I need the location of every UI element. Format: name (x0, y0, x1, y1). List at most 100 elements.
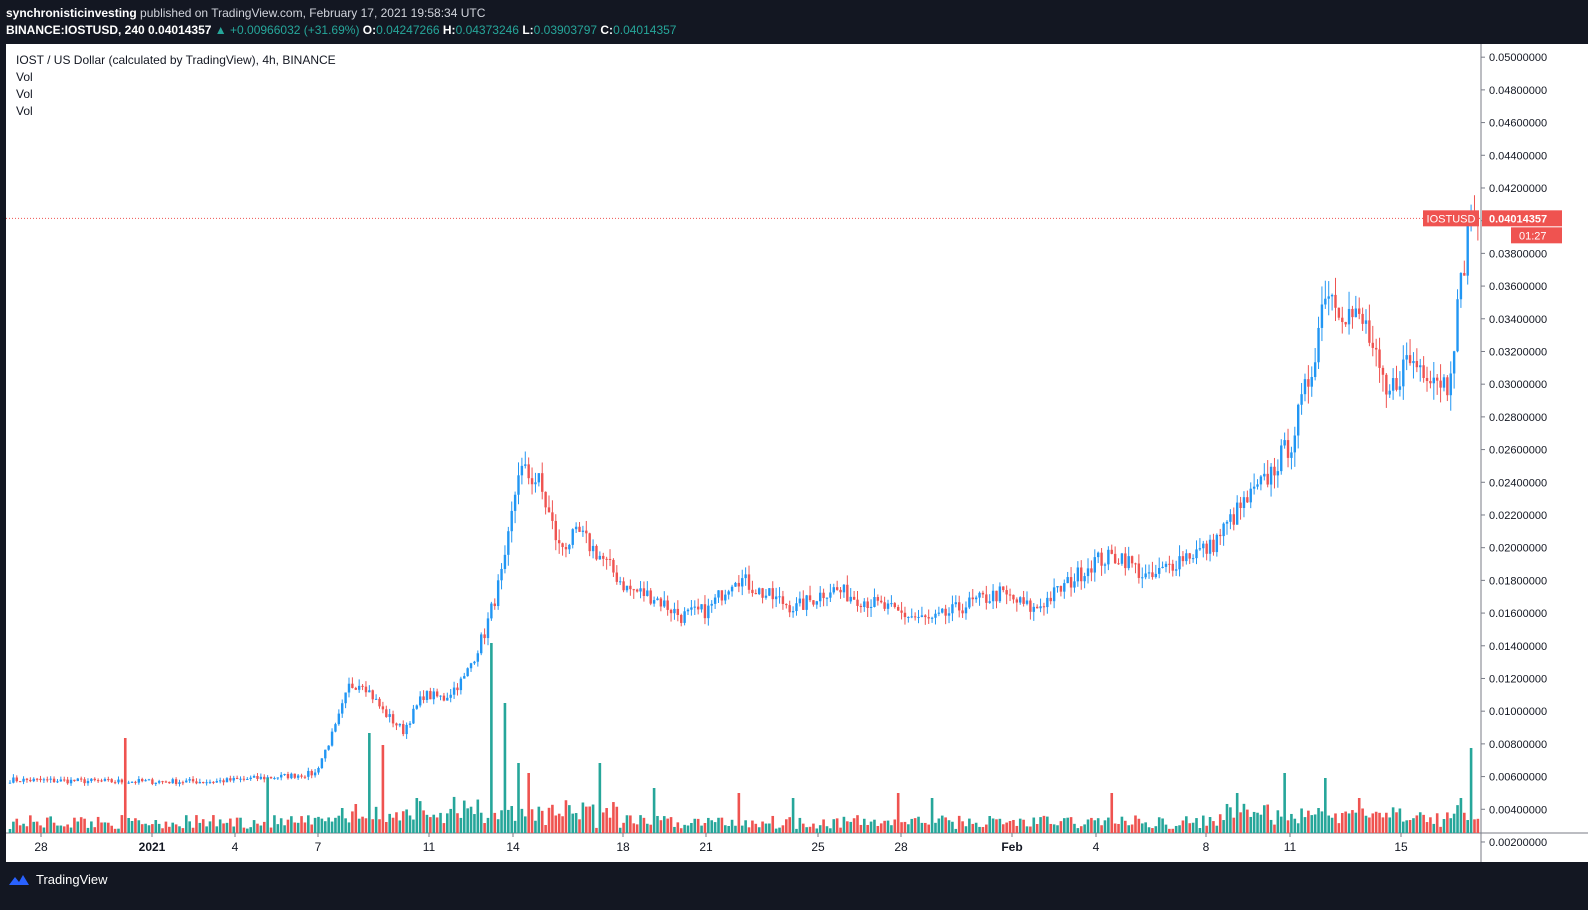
volume-bar (449, 808, 452, 833)
volume-bar (1388, 817, 1392, 833)
chart-panel[interactable]: 0.05000000 0.04800000 0.04600000 0.04400000… (6, 44, 1588, 862)
candle-body (1235, 502, 1239, 525)
volume-bar (273, 815, 276, 833)
candle-body (832, 587, 835, 593)
volume-bar (693, 818, 697, 833)
volume-legend-2[interactable]: Vol (16, 87, 33, 101)
volume-bar (1439, 826, 1442, 833)
candle-body (1337, 307, 1341, 318)
volume-bar (1313, 814, 1317, 833)
candle-body (1042, 606, 1046, 608)
publisher-name[interactable]: synchronisticinvesting (6, 6, 137, 20)
candle-body (452, 687, 456, 695)
volume-bar (1405, 820, 1408, 833)
volume-bar (93, 827, 97, 833)
price-tick-label: 0.02200000 (1489, 510, 1547, 522)
candle-body (1113, 553, 1117, 564)
candle-body (76, 778, 79, 782)
volume-bar (1107, 817, 1110, 833)
volume-bar (1412, 818, 1415, 833)
candle-body (812, 600, 815, 605)
candle-body (432, 691, 435, 700)
candle-body (680, 615, 683, 623)
candle-body (1158, 567, 1161, 574)
series-title[interactable]: IOST / US Dollar (calculated by TradingV… (16, 53, 336, 67)
volume-bar (1178, 825, 1181, 833)
volume-bar (1164, 824, 1168, 833)
candle-body (313, 772, 317, 776)
candle-body (391, 714, 395, 724)
volume-bar (110, 825, 113, 833)
candle-body (1378, 349, 1381, 368)
candle-body (256, 776, 259, 779)
volume-bar (1293, 818, 1297, 833)
candle-body (690, 607, 693, 610)
volume-bar (222, 823, 225, 833)
volume-bar (534, 820, 537, 833)
volume-bar (608, 817, 612, 833)
volume-bar (723, 825, 727, 833)
volume-bar (1351, 810, 1354, 833)
candle-body (930, 617, 934, 619)
volume-bar (642, 817, 646, 833)
volume-bar (849, 821, 853, 833)
candle-body (415, 705, 418, 709)
candle-body (235, 777, 239, 779)
candle-body (249, 777, 252, 779)
plot-area (6, 44, 1481, 833)
candle-body (1039, 606, 1042, 609)
volume-bar (320, 818, 324, 833)
volume-bar (1144, 822, 1147, 833)
volume-bar (276, 824, 280, 833)
candle-body (1391, 378, 1395, 391)
volume-bar (839, 827, 842, 833)
volume-bar (1134, 815, 1137, 833)
candle-body (537, 473, 541, 483)
candlestick-chart[interactable]: 0.05000000 0.04800000 0.04600000 0.04400000… (6, 44, 1588, 862)
volume-bar (432, 814, 436, 833)
volume-bar (1425, 822, 1429, 833)
volume-legend-1[interactable]: Vol (16, 70, 33, 84)
candle-body (130, 781, 134, 783)
volume-bar (988, 816, 992, 833)
volume-bar (808, 826, 812, 833)
volume-bar (290, 816, 293, 833)
volume-bar (1100, 825, 1103, 833)
volume-bar (1385, 812, 1388, 833)
candle-body (1439, 380, 1442, 388)
volume-legend-3[interactable]: Vol (16, 104, 33, 118)
candle-body (35, 778, 39, 780)
header-bar: synchronisticinvesting published on Trad… (0, 0, 1588, 44)
volume-bar (476, 799, 480, 833)
candle-body (673, 608, 676, 614)
candle-body (29, 779, 32, 782)
volume-bar (307, 815, 310, 833)
candle-body (1364, 320, 1368, 324)
candle-body (985, 594, 988, 603)
candle-body (852, 596, 856, 600)
candle-body (561, 543, 564, 548)
volume-bar (944, 817, 947, 833)
volume-bar (503, 703, 507, 833)
candle-body (659, 598, 663, 607)
candle-body (195, 781, 198, 784)
volume-bar (1283, 773, 1286, 833)
volume-bar (903, 821, 907, 833)
candle-body (337, 713, 341, 725)
candle-body (151, 779, 154, 784)
candle-body (724, 594, 727, 601)
candle-body (1073, 581, 1076, 588)
volume-bar (639, 815, 642, 833)
candle-body (819, 592, 822, 602)
candle-body (412, 708, 415, 724)
candle-body (96, 780, 100, 782)
candle-body (442, 695, 446, 701)
candle-body (1249, 488, 1252, 503)
volume-bar (1327, 815, 1331, 833)
volume-bar (754, 823, 758, 833)
price-tick-label: 0.03000000 (1489, 379, 1547, 391)
tradingview-brand[interactable]: TradingView (8, 872, 108, 887)
volume-bar (927, 824, 930, 833)
volume-bar (1181, 820, 1185, 833)
volume-bar (225, 822, 229, 833)
